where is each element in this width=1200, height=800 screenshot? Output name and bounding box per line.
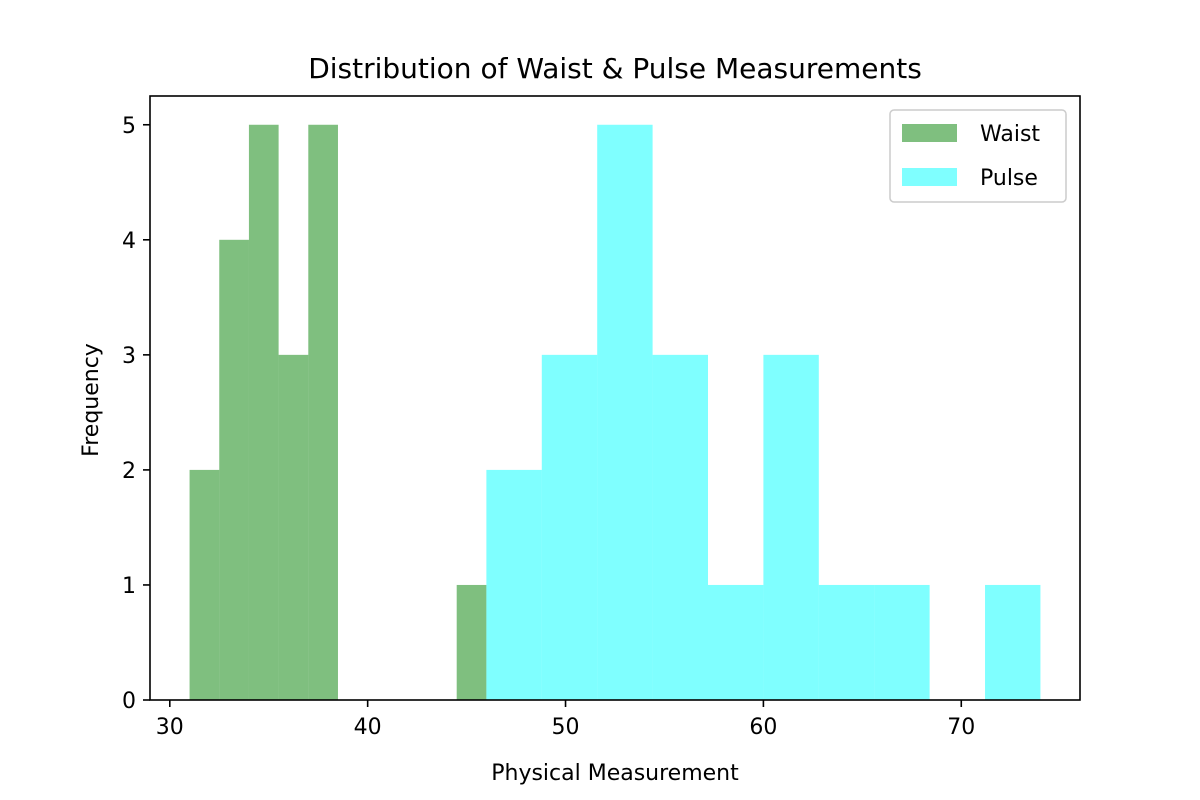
legend-label-pulse: Pulse [980, 166, 1038, 191]
y-tick-label: 0 [122, 689, 136, 714]
legend: Waist Pulse [889, 109, 1067, 203]
ticks-layer: 30 40 50 60 70 0 1 2 3 4 5 [122, 114, 975, 740]
y-tick-label: 2 [122, 459, 136, 484]
pulse-bar [763, 354, 819, 700]
x-tick-label: 60 [749, 715, 777, 740]
waist-bar [189, 469, 220, 700]
y-tick-label: 5 [122, 114, 136, 139]
waist-bar [219, 239, 249, 701]
pulse-bar [985, 584, 1041, 700]
pulse-bar [874, 584, 930, 700]
x-tick-label: 30 [156, 715, 184, 740]
x-tick-label: 40 [354, 715, 382, 740]
waist-bar [308, 124, 338, 700]
bars-layer [189, 124, 1041, 701]
y-tick-label: 1 [122, 574, 136, 599]
waist-bar [248, 124, 279, 700]
legend-label-waist: Waist [980, 122, 1040, 147]
x-axis-title: Physical Measurement [491, 761, 739, 786]
pulse-bar [597, 124, 653, 700]
pulse-bar [708, 584, 764, 700]
legend-swatch-waist [902, 124, 957, 142]
pulse-bar [818, 584, 875, 700]
x-tick-label: 50 [552, 715, 580, 740]
pulse-bar [652, 354, 708, 700]
y-axis-title: Frequency [79, 343, 104, 457]
chart-title: Distribution of Waist & Pulse Measuremen… [308, 52, 922, 85]
pulse-bar [541, 354, 598, 700]
plot-frame [149, 95, 1081, 701]
pulse-bar [486, 469, 542, 700]
x-tick-label: 70 [947, 715, 975, 740]
legend-swatch-pulse [902, 168, 957, 186]
waist-bar [278, 354, 309, 700]
y-tick-label: 3 [122, 344, 136, 369]
y-tick-label: 4 [122, 229, 136, 254]
waist-bar [456, 584, 487, 700]
